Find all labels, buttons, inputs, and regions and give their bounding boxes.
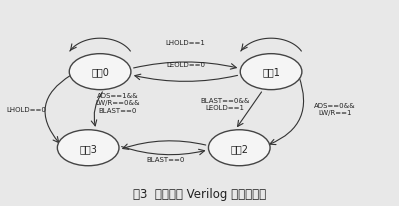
Ellipse shape <box>240 54 302 90</box>
Text: 状態3: 状態3 <box>79 143 97 153</box>
Ellipse shape <box>69 54 131 90</box>
Text: LHOLD==1: LHOLD==1 <box>166 40 205 46</box>
Ellipse shape <box>208 130 270 166</box>
Ellipse shape <box>57 130 119 166</box>
Text: BLAST==0&&
LEOLD==1: BLAST==0&& LEOLD==1 <box>201 97 250 111</box>
Text: 图3  本地总线 Verilog 状态机设计: 图3 本地总线 Verilog 状态机设计 <box>133 188 266 200</box>
Text: BLAST==0: BLAST==0 <box>146 156 185 162</box>
Text: ADS==0&&
LW/R==1: ADS==0&& LW/R==1 <box>314 102 356 116</box>
Text: 状態1: 状態1 <box>262 67 280 77</box>
Text: 状態0: 状態0 <box>91 67 109 77</box>
Text: 状態2: 状態2 <box>230 143 248 153</box>
Text: LHOLD==0: LHOLD==0 <box>7 106 46 112</box>
Text: LEOLD==0: LEOLD==0 <box>166 62 205 68</box>
Text: ADS==1&&
LW/R==0&&
BLAST==0: ADS==1&& LW/R==0&& BLAST==0 <box>96 92 140 114</box>
